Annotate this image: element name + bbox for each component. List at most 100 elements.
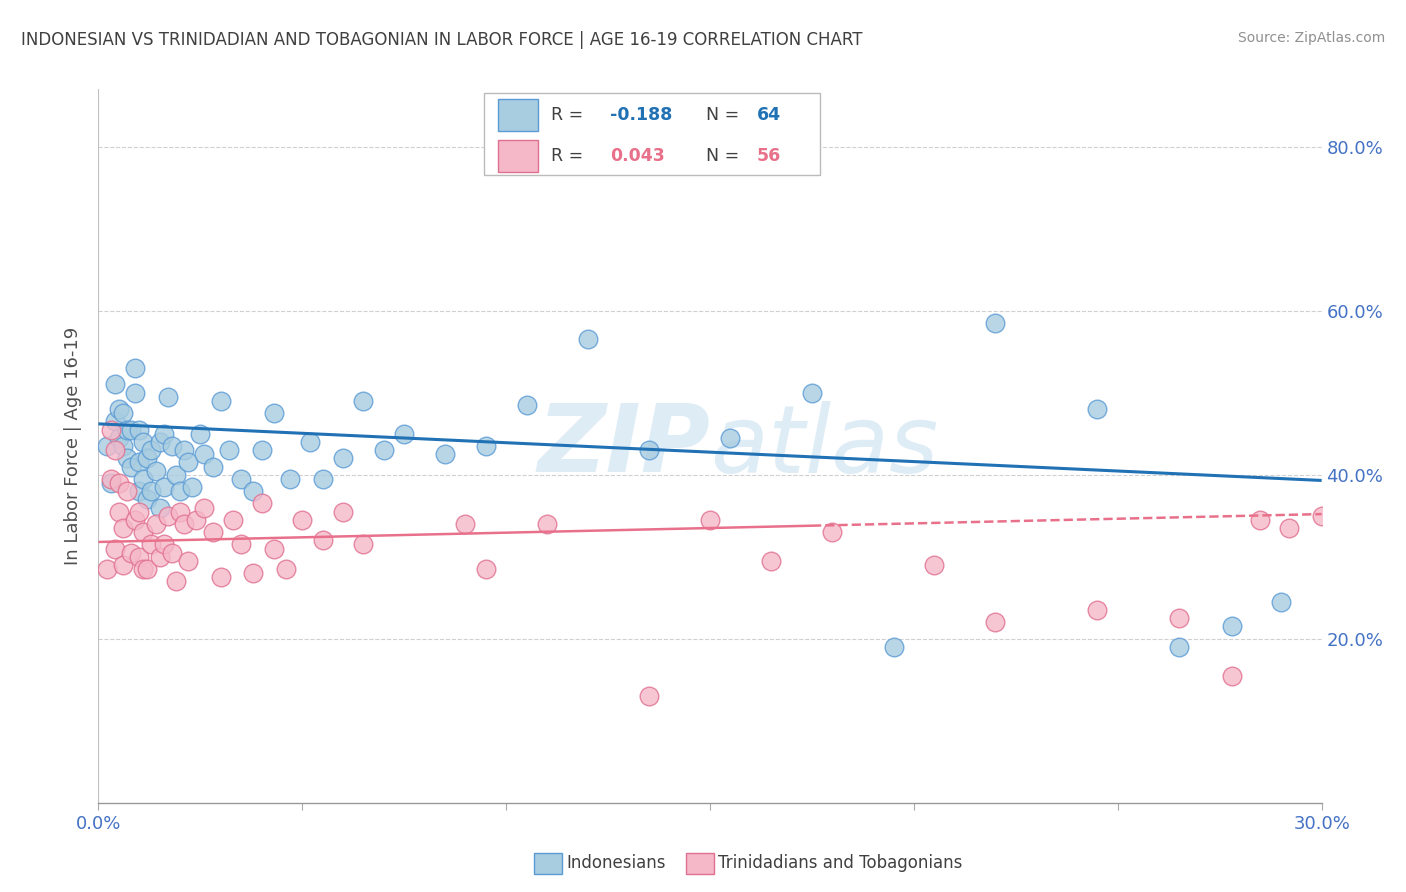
Text: ZIP: ZIP	[537, 400, 710, 492]
Point	[761, 554, 783, 568]
Point	[111, 521, 134, 535]
Point	[156, 508, 179, 523]
Point	[160, 439, 183, 453]
Point	[132, 434, 155, 449]
Point	[801, 385, 824, 400]
Point	[128, 505, 150, 519]
Point	[111, 439, 134, 453]
Point	[111, 406, 134, 420]
Point	[136, 451, 159, 466]
Point	[201, 459, 224, 474]
Point	[165, 574, 187, 589]
Point	[720, 431, 742, 445]
Point	[242, 484, 264, 499]
Point	[312, 533, 335, 548]
Point	[516, 398, 538, 412]
Point	[132, 562, 155, 576]
Point	[332, 505, 354, 519]
Point	[108, 402, 131, 417]
Point	[242, 566, 264, 581]
Point	[188, 426, 212, 441]
Point	[177, 455, 200, 469]
Point	[1085, 603, 1108, 617]
Point	[149, 549, 172, 564]
Point	[120, 546, 142, 560]
Point	[128, 484, 150, 499]
Point	[115, 484, 138, 499]
Point	[104, 377, 127, 392]
Point	[209, 393, 232, 408]
Point	[1220, 619, 1243, 633]
Point	[124, 385, 146, 400]
Point	[821, 525, 844, 540]
Point	[141, 443, 163, 458]
Point	[173, 516, 195, 531]
Point	[111, 558, 134, 572]
Text: Trinidadians and Tobagonians: Trinidadians and Tobagonians	[718, 855, 963, 872]
Point	[100, 423, 122, 437]
Point	[263, 406, 285, 420]
Point	[141, 537, 163, 551]
Point	[209, 570, 232, 584]
Point	[181, 480, 204, 494]
Point	[1085, 402, 1108, 417]
Point	[149, 500, 172, 515]
Point	[136, 492, 159, 507]
FancyBboxPatch shape	[498, 98, 537, 131]
Point	[115, 423, 138, 437]
Point	[108, 475, 131, 490]
Point	[474, 439, 498, 453]
Point	[193, 500, 215, 515]
Text: Indonesians: Indonesians	[567, 855, 666, 872]
Point	[152, 537, 174, 551]
Point	[278, 472, 301, 486]
Point	[352, 537, 374, 551]
Point	[454, 516, 477, 531]
Point	[108, 431, 131, 445]
Point	[128, 549, 150, 564]
Text: N =: N =	[696, 106, 745, 124]
Point	[576, 332, 599, 346]
Point	[299, 434, 322, 449]
Point	[128, 455, 150, 469]
Point	[120, 423, 142, 437]
Text: INDONESIAN VS TRINIDADIAN AND TOBAGONIAN IN LABOR FORCE | AGE 16-19 CORRELATION : INDONESIAN VS TRINIDADIAN AND TOBAGONIAN…	[21, 31, 863, 49]
Point	[108, 505, 131, 519]
Text: atlas: atlas	[710, 401, 938, 491]
Point	[392, 426, 416, 441]
Point	[124, 513, 146, 527]
Point	[332, 451, 354, 466]
Point	[104, 541, 127, 556]
Point	[136, 562, 159, 576]
Point	[100, 472, 122, 486]
Point	[222, 513, 245, 527]
FancyBboxPatch shape	[484, 93, 820, 175]
Point	[274, 562, 297, 576]
Text: 0.043: 0.043	[610, 147, 665, 165]
Point	[100, 475, 122, 490]
Point	[922, 558, 945, 572]
Text: 64: 64	[756, 106, 780, 124]
Point	[152, 480, 174, 494]
Point	[193, 447, 215, 461]
Point	[96, 439, 118, 453]
Point	[1167, 640, 1189, 654]
Point	[984, 316, 1007, 330]
Point	[883, 640, 905, 654]
Point	[250, 443, 273, 458]
Point	[132, 472, 155, 486]
Point	[984, 615, 1007, 630]
Point	[218, 443, 240, 458]
Point	[1220, 668, 1243, 682]
Point	[373, 443, 395, 458]
Point	[149, 434, 172, 449]
Point	[638, 689, 661, 703]
Point	[699, 513, 721, 527]
Point	[115, 451, 138, 466]
Point	[201, 525, 224, 540]
Point	[132, 525, 155, 540]
Point	[434, 447, 457, 461]
Point	[145, 464, 167, 478]
Point	[104, 443, 127, 458]
Point	[250, 496, 273, 510]
